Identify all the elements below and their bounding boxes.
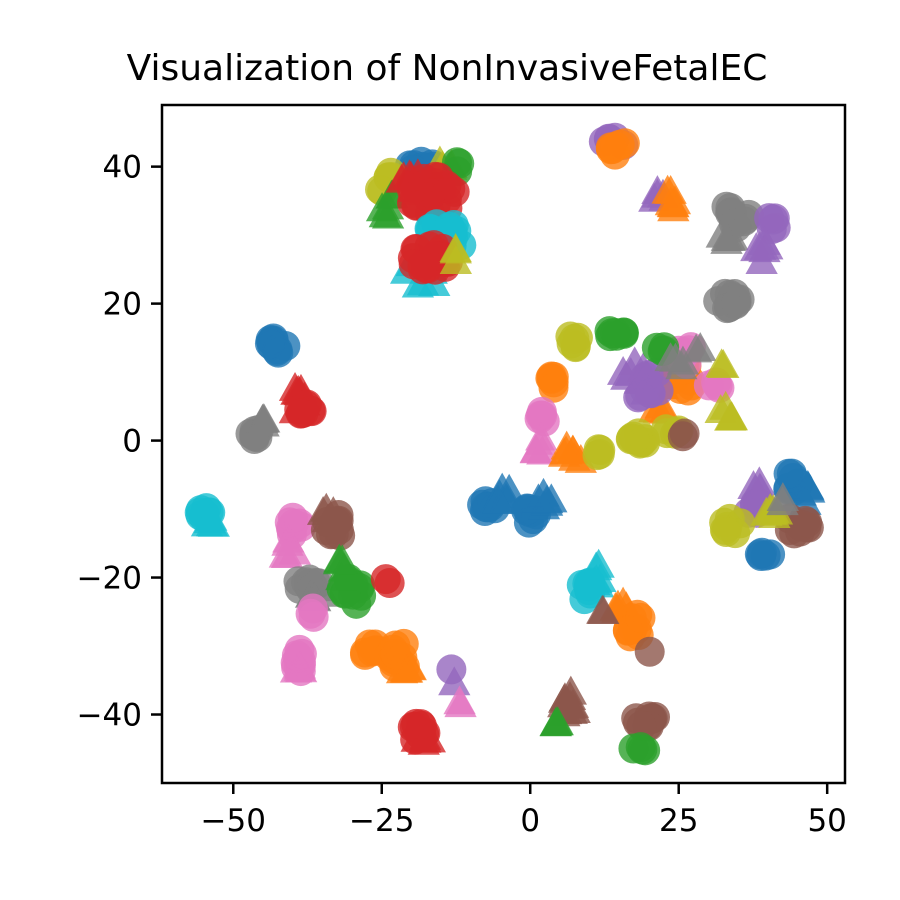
data-point-triangle (555, 694, 588, 724)
data-point-circle (625, 602, 656, 633)
data-point-triangle (439, 245, 472, 274)
data-point-triangle (526, 435, 559, 465)
data-point-triangle (407, 725, 440, 755)
data-point-triangle (444, 688, 477, 718)
data-point-triangle (525, 421, 558, 451)
data-point-triangle (539, 707, 572, 737)
data-point-circle (667, 421, 698, 452)
data-point-circle (585, 435, 616, 466)
data-point-triangle (438, 666, 471, 696)
data-point-triangle (710, 221, 744, 251)
data-point-triangle (704, 394, 737, 424)
data-point-triangle (654, 174, 687, 204)
y-tick-label: −40 (77, 698, 142, 734)
data-point-circle (274, 507, 305, 538)
data-point-triangle (322, 545, 356, 575)
data-point-circle (746, 537, 777, 568)
y-tick-label: −20 (77, 561, 142, 597)
data-point-triangle (394, 651, 427, 681)
y-axis: −40 −20 0 20 40 (77, 150, 162, 734)
data-point-circle (721, 284, 752, 315)
data-point-triangle (397, 172, 430, 202)
data-point-triangle (271, 526, 304, 556)
data-point-triangle (195, 507, 229, 537)
data-point-circle (773, 458, 804, 489)
data-point-circle (374, 568, 405, 599)
data-point-triangle (582, 548, 615, 578)
data-point-circle (754, 203, 785, 234)
data-point-triangle (766, 486, 799, 516)
data-point-triangle (522, 483, 555, 513)
data-point-circle (538, 372, 569, 403)
data-point-triangle (584, 563, 617, 593)
data-point-circle (254, 328, 285, 359)
data-point-circle (630, 735, 661, 766)
x-tick-label: −50 (201, 803, 266, 839)
data-point-triangle (654, 342, 687, 372)
data-point-circle (643, 375, 674, 406)
data-point-triangle (310, 492, 343, 522)
plot-area-frame (160, 103, 847, 785)
data-point-triangle (558, 441, 591, 471)
data-point-circle (421, 241, 452, 272)
data-point-triangle (743, 230, 777, 260)
data-point-circle (626, 710, 657, 741)
data-point-circle (600, 317, 631, 348)
data-point-triangle (792, 471, 825, 501)
data-point-triangle (707, 349, 740, 378)
data-point-circle (619, 424, 650, 455)
data-point-circle (597, 134, 628, 165)
data-point-triangle (246, 403, 279, 433)
data-point-triangle (481, 484, 515, 514)
y-tick-label: 0 (122, 424, 142, 460)
chart-title: Visualization of NonInvasiveFetalEC (127, 48, 768, 89)
x-axis: −50 −25 0 25 50 (201, 783, 847, 839)
points-layer (184, 122, 826, 766)
data-point-triangle (657, 192, 690, 222)
y-tick-label: 20 (103, 287, 142, 323)
data-point-circle (559, 323, 590, 354)
data-point-triangle (684, 332, 717, 362)
data-point-circle (792, 507, 823, 538)
data-point-circle (296, 396, 327, 427)
data-point-circle (525, 400, 556, 431)
y-tick-label: 40 (103, 150, 142, 186)
data-point-triangle (586, 594, 619, 624)
data-point-triangle (283, 649, 317, 679)
x-tick-label: −25 (349, 803, 414, 839)
x-tick-label: 0 (520, 803, 540, 839)
data-point-circle (295, 598, 326, 629)
data-point-circle (711, 517, 742, 548)
x-tick-label: 25 (659, 803, 698, 839)
data-point-circle (634, 636, 665, 667)
x-tick-label: 50 (807, 803, 846, 839)
